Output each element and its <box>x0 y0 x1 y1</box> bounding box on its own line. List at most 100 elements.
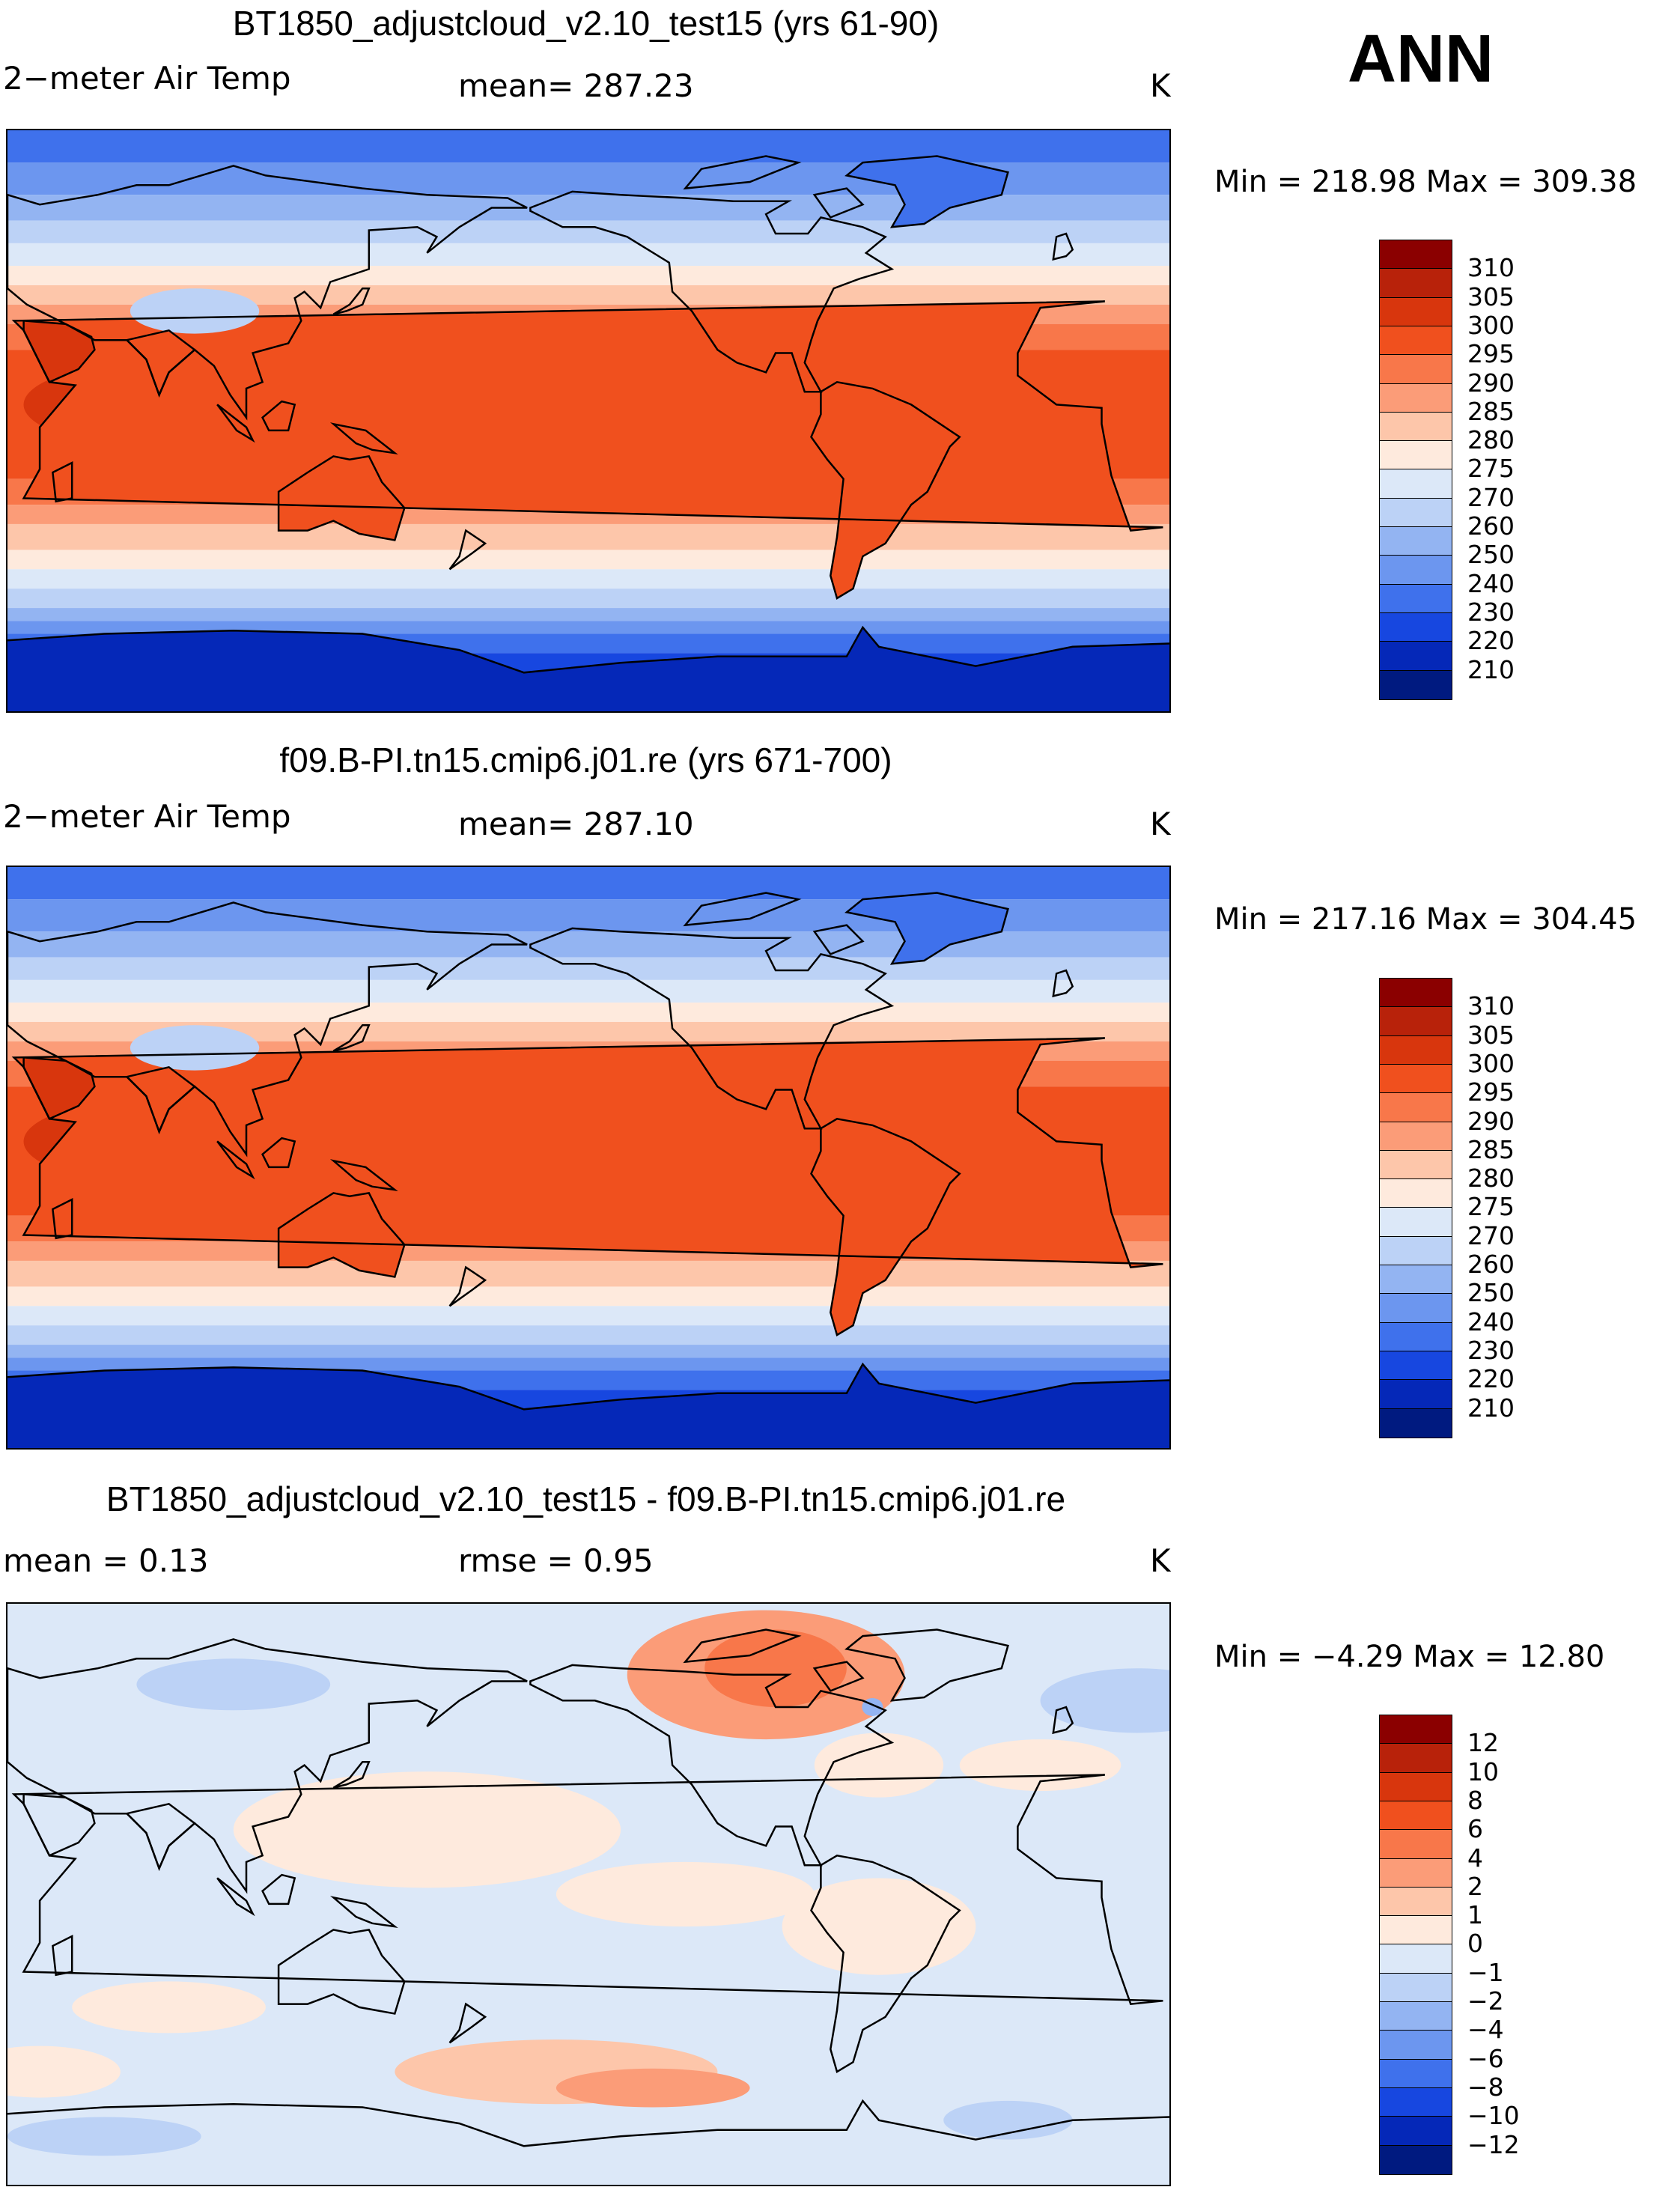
land-area <box>13 1038 1163 1268</box>
colorbar-swatch <box>1379 1379 1452 1410</box>
coastline-madagascar <box>52 1934 73 1977</box>
colorbar-swatch <box>1379 1858 1452 1888</box>
colorbar-level-label: 270 <box>1467 1220 1515 1250</box>
panel-1-min-max: Min = 218.98 Max = 309.38 <box>1214 165 1637 199</box>
colorbar-swatch <box>1379 296 1452 327</box>
season-label: ANN <box>1348 22 1494 97</box>
panel-2-units-label: K <box>1150 806 1171 842</box>
colorbar-level-label: 230 <box>1467 597 1515 627</box>
coastline-sumatra <box>216 1877 255 1917</box>
coastline-nz <box>448 1265 487 1307</box>
anomaly-region <box>556 2068 750 2108</box>
temperature-band <box>7 931 1169 958</box>
coastline-antarctica <box>7 2099 1169 2147</box>
colorbar-swatch <box>1379 1092 1452 1123</box>
panel-1-mean-label: mean= 287.23 <box>458 67 694 104</box>
coastline-samerica <box>810 1854 961 2074</box>
antarctic-ice <box>7 627 1169 711</box>
colorbar-level-label: 6 <box>1467 1814 1483 1844</box>
colorbar-swatch <box>1379 2144 1452 2175</box>
coastline-japan <box>332 1760 371 1789</box>
anomaly-region <box>556 1861 815 1927</box>
coastline-arctic_is <box>683 155 802 190</box>
colorbar-swatch <box>1379 2116 1452 2147</box>
colorbar-swatch <box>1379 1265 1452 1295</box>
temperature-band <box>7 266 1169 285</box>
panel-2-map <box>6 866 1171 1450</box>
panel-3-map <box>6 1602 1171 2186</box>
land-area <box>279 456 405 541</box>
temperature-band <box>7 130 1169 163</box>
coastline-arabia <box>22 320 96 383</box>
colorbar-swatch <box>1379 1121 1452 1152</box>
colorbar-level-label: −10 <box>1467 2101 1520 2131</box>
colorbar-swatch <box>1379 1035 1452 1065</box>
panel-3-units-label: K <box>1150 1542 1171 1579</box>
colorbar-swatch <box>1379 1207 1452 1238</box>
colorbar-swatch <box>1379 440 1452 471</box>
colorbar-level-label: 1 <box>1467 1900 1483 1930</box>
colorbar-level-label: 260 <box>1467 1250 1515 1279</box>
land-area <box>23 1057 95 1119</box>
anomaly-region <box>136 1658 331 1711</box>
colorbar-level-label: −2 <box>1467 1986 1504 2016</box>
coastline-baffin <box>812 924 865 955</box>
coastline-borneo <box>261 1137 296 1169</box>
coastline-madagascar <box>52 460 73 503</box>
temperature-band <box>7 550 1169 570</box>
colorbar-swatch <box>1379 1006 1452 1037</box>
colorbar-level-label: 270 <box>1467 482 1515 512</box>
panel-2-title: f09.B-PI.tn15.cmip6.j01.re (yrs 671-700) <box>279 740 892 779</box>
coastline-newguinea <box>329 1896 398 1929</box>
temperature-band <box>7 195 1169 221</box>
panel-3-colorbar <box>1379 1715 1452 2175</box>
colorbar-swatch <box>1379 1829 1452 1860</box>
coastline-uk <box>1052 969 1074 998</box>
anomaly-region <box>233 1771 621 1888</box>
land-area <box>279 1193 405 1277</box>
colorbar-swatch <box>1379 1178 1452 1209</box>
colorbar-level-label: −8 <box>1467 2072 1504 2102</box>
colorbar-level-label: 4 <box>1467 1843 1483 1873</box>
coastline-arabia <box>22 1793 96 1857</box>
land-area <box>23 320 95 383</box>
colorbar-level-label: 10 <box>1467 1756 1499 1786</box>
colorbar-level-label: −1 <box>1467 1957 1504 1987</box>
map-canvas <box>7 867 1169 1448</box>
coastline-arctic_is <box>683 892 802 927</box>
colorbar-swatch <box>1379 497 1452 528</box>
coastline-madagascar <box>52 1197 73 1240</box>
panel-3-rmse-label: rmse = 0.95 <box>458 1542 654 1579</box>
colorbar-swatch <box>1379 469 1452 499</box>
colorbar-swatch <box>1379 411 1452 442</box>
colorbar-level-label: −4 <box>1467 2015 1504 2045</box>
colorbar-swatch <box>1379 1915 1452 1946</box>
coastline-sumatra <box>216 404 255 443</box>
colorbar-level-label: 295 <box>1467 339 1515 369</box>
colorbar-level-label: 260 <box>1467 511 1515 541</box>
colorbar-swatch <box>1379 1886 1452 1917</box>
colorbar-swatch <box>1379 240 1452 270</box>
panel-2-min-max: Min = 217.16 Max = 304.45 <box>1214 902 1637 937</box>
temperature-band <box>7 979 1169 1003</box>
coastline-newguinea <box>329 422 398 455</box>
colorbar-swatch <box>1379 2030 1452 2060</box>
colorbar-swatch <box>1379 354 1452 385</box>
coastline-namerica <box>529 190 895 393</box>
land-area <box>811 1119 960 1336</box>
anomaly-region <box>814 1733 944 1798</box>
anomaly-region <box>7 2117 201 2156</box>
colorbar-swatch <box>1379 1293 1452 1324</box>
map-canvas <box>7 130 1169 711</box>
land-area <box>13 301 1163 531</box>
coastline-nz <box>448 2002 487 2044</box>
temperature-band <box>7 1325 1169 1345</box>
panel-1-title: BT1850_adjustcloud_v2.10_test15 (yrs 61-… <box>232 4 940 43</box>
colorbar-swatch <box>1379 1149 1452 1181</box>
colorbar-level-label: 310 <box>1467 253 1515 283</box>
temperature-band <box>7 621 1169 634</box>
colorbar-swatch <box>1379 383 1452 413</box>
colorbar-swatch <box>1379 1408 1452 1438</box>
temperature-band <box>7 1357 1169 1371</box>
temperature-band <box>7 523 1169 550</box>
